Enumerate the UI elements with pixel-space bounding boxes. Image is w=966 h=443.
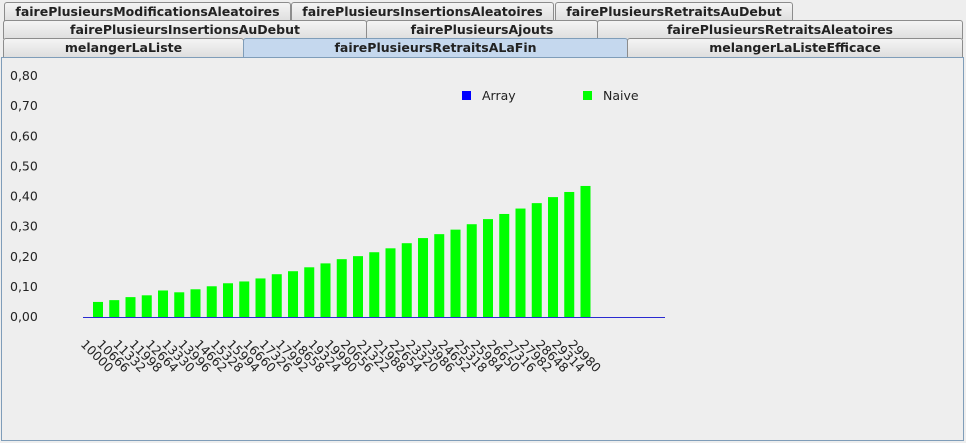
tab-faire-plusieurs-insertions-aleatoires[interactable]: fairePlusieursInsertionsAleatoires [291, 2, 554, 21]
bar-naive [499, 213, 510, 317]
tab-faire-plusieurs-ajouts[interactable]: fairePlusieursAjouts [366, 20, 598, 39]
legend-label-array: Array [482, 88, 516, 103]
bar-naive [158, 290, 168, 317]
y-tick-label: 0,30 [10, 219, 38, 234]
bar-naive [223, 283, 233, 317]
bar-naive [174, 292, 185, 317]
bar-naive [206, 286, 217, 317]
tab-faire-plusieurs-retraits-aleatoires[interactable]: fairePlusieursRetraitsAleatoires [597, 20, 963, 39]
y-tick-label: 0,60 [10, 128, 38, 143]
bar-naive [483, 219, 493, 317]
tab-faire-plusieurs-insertions-au-debut[interactable]: fairePlusieursInsertionsAuDebut [3, 20, 367, 39]
y-tick-label: 0,80 [10, 68, 38, 83]
bar-naive [401, 243, 412, 317]
tab-melanger-la-liste-efficace[interactable]: melangerLaListeEfficace [627, 38, 963, 57]
bar-naive [109, 300, 120, 317]
bar-naive [515, 208, 526, 317]
y-tick-label: 0,10 [10, 279, 38, 294]
legend-swatch-naive [583, 91, 592, 100]
bar-naive [190, 289, 201, 317]
legend-swatch-array [462, 91, 471, 100]
tab-faire-plusieurs-retraits-au-debut[interactable]: fairePlusieursRetraitsAuDebut [555, 2, 793, 21]
bar-naive [418, 238, 428, 317]
bar-naive [548, 197, 558, 317]
bar-naive [141, 295, 152, 317]
bar-naive [466, 224, 477, 317]
bar-naive [320, 263, 331, 317]
y-tick-label: 0,00 [10, 309, 38, 324]
bar-naive [93, 301, 103, 317]
bar-naive [434, 234, 445, 317]
y-tick-label: 0,20 [10, 249, 38, 264]
tab-melanger-la-liste[interactable]: melangerLaListe [3, 38, 244, 57]
bar-naive [531, 203, 542, 317]
bar-naive [239, 281, 250, 317]
bar-naive [304, 267, 315, 317]
y-tick-label: 0,50 [10, 158, 38, 173]
bar-naive [353, 256, 363, 317]
bar-naive [336, 259, 347, 317]
bar-chart: 0,000,100,200,300,400,500,600,700,801000… [10, 68, 665, 375]
y-tick-label: 0,70 [10, 98, 38, 113]
tab-faire-plusieurs-retraits-a-la-fin[interactable]: fairePlusieursRetraitsALaFin [243, 38, 628, 57]
bar-naive [564, 191, 575, 317]
bar-naive [271, 274, 282, 317]
tab-faire-plusieurs-modifications-aleatoires[interactable]: fairePlusieursModificationsAleatoires [4, 2, 291, 21]
bar-naive [580, 185, 591, 317]
chart-panel: 0,00 0,10 0,20 0,30 0,40 0,50 0,60 0,70 0,80 1000… [1, 57, 964, 441]
y-tick-label: 0,40 [10, 189, 38, 204]
bar-naive [125, 297, 136, 317]
bar-naive [369, 252, 380, 317]
bar-naive [288, 271, 298, 317]
bar-naive [385, 248, 396, 317]
bar-naive [450, 229, 461, 317]
bar-naive [255, 278, 266, 317]
legend-label-naive: Naive [603, 88, 639, 103]
